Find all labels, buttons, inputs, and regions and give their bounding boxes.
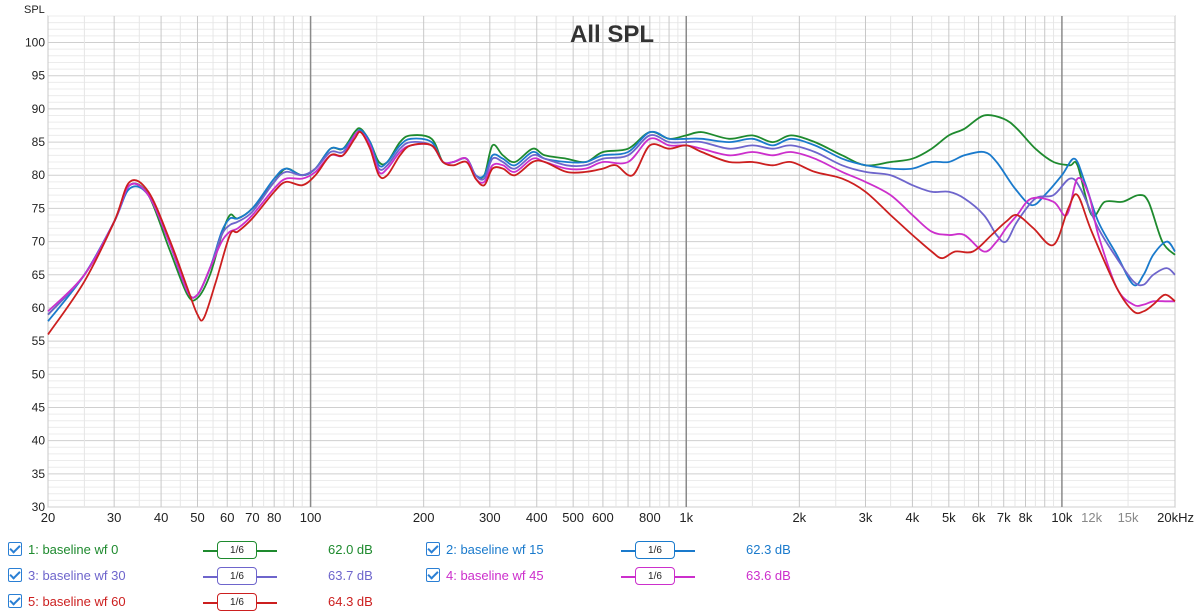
series-level-value: 62.3 dB — [746, 542, 791, 557]
x-tick-label: 15k — [1118, 510, 1139, 525]
y-tick-label: 60 — [32, 301, 46, 315]
x-tick-label: 6k — [972, 510, 986, 525]
x-tick-label: 400 — [526, 510, 548, 525]
y-tick-label: 85 — [32, 135, 46, 149]
y-tick-label: 80 — [32, 168, 46, 182]
series-visibility-checkbox[interactable] — [8, 594, 22, 608]
x-tick-label: 300 — [479, 510, 501, 525]
legend-item: 1: baseline wf 0 1/6 62.0 dB — [8, 540, 408, 560]
smoothing-label: 1/6 — [217, 541, 257, 559]
legend-item: 4: baseline wf 45 1/6 63.6 dB — [426, 566, 826, 586]
smoothing-button[interactable]: 1/6 — [621, 540, 695, 560]
series-visibility-checkbox[interactable] — [8, 542, 22, 556]
legend-item: 2: baseline wf 15 1/6 62.3 dB — [426, 540, 826, 560]
x-tick-label: 3k — [859, 510, 873, 525]
x-tick-label: 100 — [300, 510, 322, 525]
x-tick-label: 4k — [906, 510, 920, 525]
y-tick-label: 30 — [32, 500, 46, 514]
series-layer — [47, 114, 1176, 336]
x-tick-label: 70 — [245, 510, 259, 525]
x-tick-label: 1k — [679, 510, 693, 525]
smoothing-label: 1/6 — [635, 541, 675, 559]
series-level-value: 63.6 dB — [746, 568, 791, 583]
chart-title: All SPL — [570, 21, 654, 48]
x-tick-label: 600 — [592, 510, 614, 525]
x-tick-label: 7k — [997, 510, 1011, 525]
series-line-5 — [47, 130, 1176, 336]
smoothing-label: 1/6 — [217, 593, 257, 611]
smoothing-button[interactable]: 1/6 — [203, 592, 277, 612]
series-visibility-checkbox[interactable] — [426, 568, 440, 582]
y-tick-label: 65 — [32, 268, 46, 282]
series-level-value: 62.0 dB — [328, 542, 373, 557]
series-name: 1: baseline wf 0 — [28, 542, 119, 557]
y-tick-label: 35 — [32, 467, 46, 481]
series-name: 3: baseline wf 30 — [28, 568, 126, 583]
x-tick-label: 500 — [562, 510, 584, 525]
x-tick-label: 20 — [41, 510, 55, 525]
spl-chart: 20 30 40 50 60 70 80 100 200 300 400 500 600 800 1k 2k 3… — [24, 4, 1194, 525]
x-tick-label: 5k — [942, 510, 956, 525]
y-tick-label: 50 — [32, 367, 46, 381]
x-tick-label: 2k — [792, 510, 806, 525]
legend-item: 5: baseline wf 60 1/6 64.3 dB — [8, 592, 408, 612]
x-tick-label: 10k — [1051, 510, 1072, 525]
series-visibility-checkbox[interactable] — [8, 568, 22, 582]
smoothing-button[interactable]: 1/6 — [203, 540, 277, 560]
series-visibility-checkbox[interactable] — [426, 542, 440, 556]
series-name: 4: baseline wf 45 — [446, 568, 544, 583]
y-tick-label: 55 — [32, 334, 46, 348]
x-tick-label: 50 — [190, 510, 204, 525]
smoothing-button[interactable]: 1/6 — [621, 566, 695, 586]
series-name: 5: baseline wf 60 — [28, 594, 126, 609]
x-tick-label: 8k — [1019, 510, 1033, 525]
y-tick-label: 40 — [32, 434, 46, 448]
x-tick-label: 40 — [154, 510, 168, 525]
y-tick-label: 100 — [25, 36, 45, 50]
smoothing-label: 1/6 — [217, 567, 257, 585]
smoothing-label: 1/6 — [635, 567, 675, 585]
x-tick-label: 30 — [107, 510, 121, 525]
y-axis-ticks: 30 35 40 45 50 55 60 65 70 75 80 85 90 95 100 — [25, 36, 45, 514]
series-line-2 — [47, 129, 1176, 322]
grid — [47, 15, 1176, 508]
x-tick-label: 12k — [1081, 510, 1102, 525]
series-level-value: 64.3 dB — [328, 594, 373, 609]
series-line-3 — [47, 130, 1176, 316]
x-tick-label: 800 — [639, 510, 661, 525]
series-name: 2: baseline wf 15 — [446, 542, 544, 557]
y-tick-label: 70 — [32, 235, 46, 249]
x-tick-label: 20kHz — [1157, 510, 1194, 525]
x-tick-label: 60 — [220, 510, 234, 525]
legend: 1: baseline wf 0 1/6 62.0 dB 2: baseline wf… — [0, 535, 1200, 614]
y-tick-label: 90 — [32, 102, 46, 116]
legend-item: 3: baseline wf 30 1/6 63.7 dB — [8, 566, 408, 586]
y-tick-label: 45 — [32, 400, 46, 414]
smoothing-button[interactable]: 1/6 — [203, 566, 277, 586]
x-tick-label: 80 — [267, 510, 281, 525]
series-level-value: 63.7 dB — [328, 568, 373, 583]
y-tick-label: 75 — [32, 201, 46, 215]
x-tick-label: 200 — [413, 510, 435, 525]
y-tick-label: 95 — [32, 69, 46, 83]
x-axis-ticks: 20 30 40 50 60 70 80 100 200 300 400 500 600 800 1k 2k 3… — [41, 510, 1194, 525]
y-axis-label: SPL — [24, 4, 45, 16]
